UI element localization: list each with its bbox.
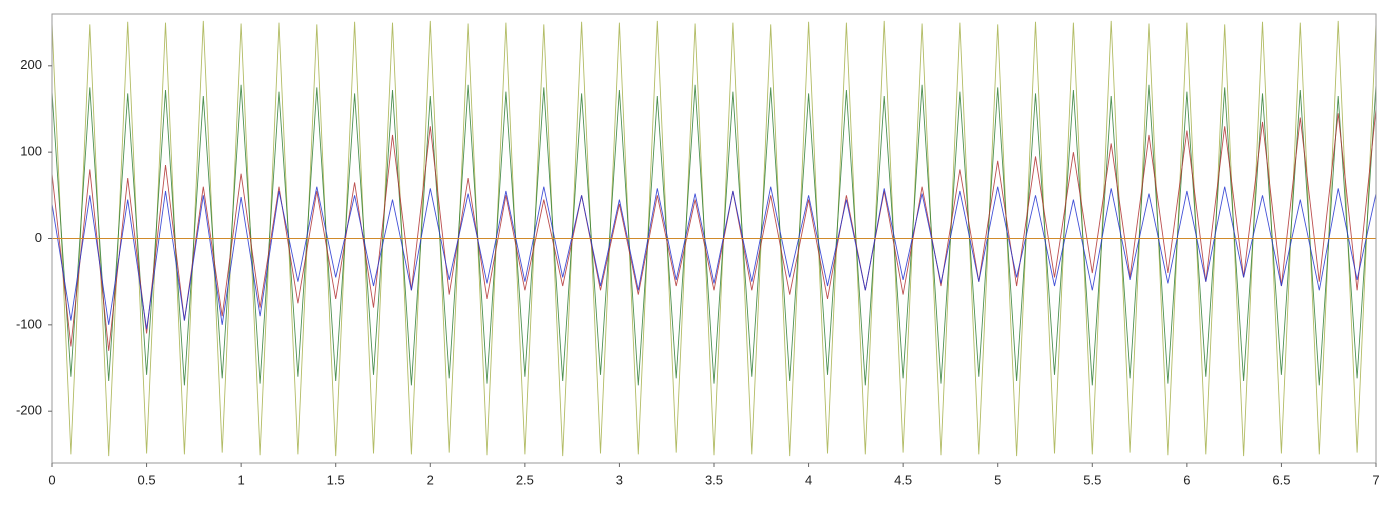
y-tick-label: -200 [16, 403, 42, 418]
x-tick-label: 5 [994, 472, 1001, 487]
signal-line [51, 84, 1377, 386]
x-tick-label: 0.5 [138, 472, 156, 487]
x-tick-label: 1 [238, 472, 245, 487]
signal-line [51, 20, 1377, 457]
x-tick-label: 4.5 [894, 472, 912, 487]
signal-line [51, 186, 1377, 330]
x-tick-label: 0 [48, 472, 55, 487]
y-tick-label: 200 [20, 57, 42, 72]
signal-line [51, 108, 1377, 351]
x-tick-label: 2 [427, 472, 434, 487]
y-tick-label: -100 [16, 316, 42, 331]
x-tick-label: 3 [616, 472, 623, 487]
x-tick-label: 5.5 [1083, 472, 1101, 487]
y-tick-label: 0 [35, 230, 42, 245]
x-tick-label: 1.5 [327, 472, 345, 487]
x-tick-label: 2.5 [516, 472, 534, 487]
x-tick-label: 4 [805, 472, 812, 487]
x-tick-label: 6.5 [1272, 472, 1290, 487]
y-tick-label: 100 [20, 144, 42, 159]
x-tick-label: 6 [1183, 472, 1190, 487]
x-tick-label: 3.5 [705, 472, 723, 487]
x-tick-label: 7 [1372, 472, 1379, 487]
